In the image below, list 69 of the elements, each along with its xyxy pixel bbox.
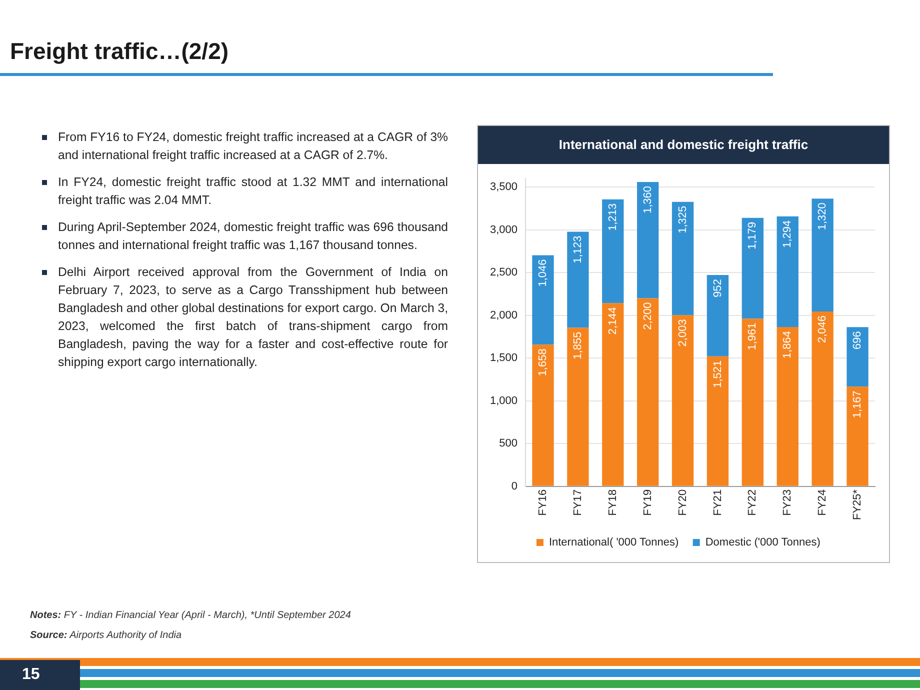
- bar: [846, 327, 868, 387]
- data-label: 696: [852, 331, 864, 350]
- bar: [706, 356, 729, 486]
- bar: [846, 386, 868, 486]
- bar: [812, 198, 834, 312]
- bar: [637, 298, 659, 486]
- bar: [602, 303, 624, 486]
- bar: [706, 274, 729, 356]
- data-label: 2,046: [816, 315, 829, 344]
- data-label: 1,294: [782, 220, 794, 248]
- chart-title: International and domestic freight traffic: [478, 126, 889, 164]
- data-label: 1,855: [572, 332, 584, 360]
- y-tick-label: 1,000: [490, 394, 518, 407]
- x-tick-label: FY20: [676, 489, 689, 516]
- bar: [567, 328, 589, 486]
- legend-label: Domestic ('000 Tonnes): [705, 536, 820, 549]
- bar: [776, 216, 798, 328]
- bar: [567, 232, 589, 328]
- data-label: 952: [712, 278, 724, 298]
- y-tick-label: 3,000: [490, 224, 518, 236]
- y-tick-label: 3,500: [490, 181, 518, 194]
- bar: [776, 327, 798, 486]
- data-label: 1,213: [606, 203, 619, 231]
- data-label: 1,320: [816, 202, 829, 230]
- bar: [672, 202, 694, 316]
- data-label: 1,325: [676, 206, 689, 234]
- data-label: 2,200: [642, 302, 654, 330]
- y-tick-label: 2,000: [490, 309, 518, 322]
- x-tick-label: FY21: [712, 489, 724, 516]
- data-label: 1,179: [746, 222, 759, 250]
- x-tick-label: FY25*: [852, 488, 864, 520]
- text: Notes: FY - Indian Financial Year (April - March), *Until September 2024: [30, 609, 351, 623]
- x-tick-label: FY24: [816, 489, 829, 516]
- legend-label: International( '000 Tonnes): [548, 536, 679, 549]
- bar: [812, 311, 834, 486]
- text: Freight traffic…(2/2): [10, 38, 229, 65]
- text: From FY16 to FY24, domestic freight traffic increased at a CAGR of 3% and international freight traffic increased at a CAGR of 2.7%.: [30, 128, 448, 164]
- bar: [742, 218, 764, 319]
- bar: [742, 318, 764, 486]
- source-note: Source: Airports Authority of India: [30, 629, 183, 643]
- data-label: 1,864: [782, 331, 794, 359]
- data-label: 1,961: [746, 322, 759, 350]
- bar: [672, 315, 694, 486]
- text: In FY24, domestic freight traffic stood at 1.32 MMT and international freight traffic was 2.04 MMT.: [30, 173, 448, 209]
- x-tick-label: FY17: [572, 489, 584, 516]
- data-label: 1,521: [712, 360, 724, 388]
- text: 15: [0, 660, 80, 690]
- text: During April-September 2024, domestic freight traffic was 696 thousand tonnes and international freight traffic was 1,167 thousand tonnes.: [30, 218, 448, 254]
- y-tick-label: 1,500: [490, 352, 518, 364]
- y-tick-label: 0: [511, 480, 518, 492]
- data-label: 1,167: [852, 390, 864, 418]
- x-tick-label: FY18: [606, 489, 619, 516]
- data-label: 1,658: [537, 348, 550, 376]
- data-label: 2,144: [606, 307, 619, 335]
- text: Delhi Airport received approval from the Government of India on February 7, 2023, to serve as a Cargo Transshipment hub between Bangladesh and other global destinations for export cargo. On March 3, 2023, welcomed the first batch of trans-shipment cargo from Bangladesh, paving the way for a faster and cost-effective route for shipping export cargo internationally.: [30, 263, 448, 371]
- data-label: 1,360: [642, 186, 654, 214]
- x-tick-label: FY16: [537, 489, 550, 516]
- x-tick-label: FY19: [642, 489, 654, 516]
- bar: [532, 344, 554, 486]
- x-tick-label: FY22: [746, 489, 759, 516]
- y-tick-label: 2,500: [490, 266, 518, 279]
- bar: [532, 255, 554, 345]
- y-tick-label: 500: [499, 438, 518, 450]
- data-label: 1,123: [572, 236, 584, 264]
- data-label: 1,046: [537, 259, 550, 287]
- bar: [602, 199, 624, 304]
- data-label: 2,003: [676, 319, 689, 347]
- bar: [637, 182, 659, 298]
- x-tick-label: FY23: [782, 489, 794, 516]
